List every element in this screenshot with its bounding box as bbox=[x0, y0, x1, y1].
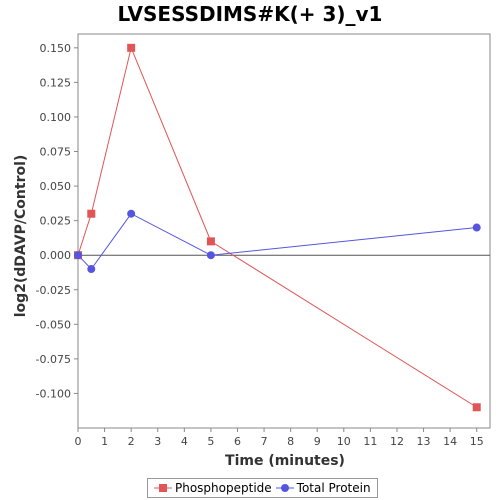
data-point bbox=[87, 265, 96, 274]
data-point bbox=[206, 237, 215, 246]
data-point bbox=[472, 403, 481, 412]
data-point bbox=[127, 209, 136, 218]
legend: Phosphopeptide Total Protein bbox=[147, 478, 378, 498]
y-tick-label: -0.050 bbox=[36, 318, 71, 331]
x-tick-label: 9 bbox=[314, 435, 321, 448]
x-tick-label: 0 bbox=[75, 435, 82, 448]
legend-item-total-protein: Total Protein bbox=[275, 481, 371, 495]
x-tick-label: 10 bbox=[337, 435, 351, 448]
x-tick-label: 7 bbox=[261, 435, 268, 448]
data-point bbox=[127, 43, 136, 52]
x-axis-title: Time (minutes) bbox=[225, 453, 345, 469]
y-tick-label: 0.050 bbox=[40, 180, 72, 193]
legend-label-phosphopeptide: Phosphopeptide bbox=[175, 481, 272, 495]
x-tick-label: 15 bbox=[470, 435, 484, 448]
x-tick-label: 3 bbox=[154, 435, 161, 448]
y-tick-label: 0.125 bbox=[40, 76, 72, 89]
y-axis-title: log2(dDAVP/Control) bbox=[13, 154, 29, 318]
y-tick-label: 0.075 bbox=[40, 146, 72, 159]
y-tick-label: 0.100 bbox=[40, 111, 72, 124]
data-point bbox=[74, 251, 82, 260]
data-point bbox=[472, 223, 481, 232]
y-tick-label: 0.025 bbox=[40, 215, 72, 228]
legend-swatch-square-icon bbox=[154, 484, 172, 492]
data-point bbox=[206, 251, 215, 260]
x-tick-label: 12 bbox=[390, 435, 404, 448]
x-tick-label: 11 bbox=[363, 435, 377, 448]
y-tick-label: -0.100 bbox=[36, 387, 71, 400]
x-tick-label: 1 bbox=[101, 435, 108, 448]
x-tick-label: 5 bbox=[207, 435, 214, 448]
x-tick-label: 14 bbox=[443, 435, 457, 448]
x-tick-label: 2 bbox=[128, 435, 135, 448]
data-point bbox=[87, 209, 96, 218]
y-tick-label: 0.150 bbox=[40, 42, 72, 55]
plot-frame bbox=[77, 33, 491, 429]
x-tick-label: 13 bbox=[417, 435, 431, 448]
y-tick-label: -0.025 bbox=[36, 284, 71, 297]
x-tick-label: 4 bbox=[181, 435, 188, 448]
y-tick-label: 0.000 bbox=[40, 249, 72, 262]
legend-label-total-protein: Total Protein bbox=[296, 481, 371, 495]
y-tick-label: -0.075 bbox=[36, 353, 71, 366]
legend-swatch-circle-icon bbox=[275, 484, 294, 492]
x-tick-label: 8 bbox=[287, 435, 294, 448]
chart-title: LVSESSDIMS#K(+ 3)_v1 bbox=[117, 2, 383, 26]
x-tick-label: 6 bbox=[234, 435, 241, 448]
legend-item-phosphopeptide: Phosphopeptide bbox=[154, 481, 272, 495]
